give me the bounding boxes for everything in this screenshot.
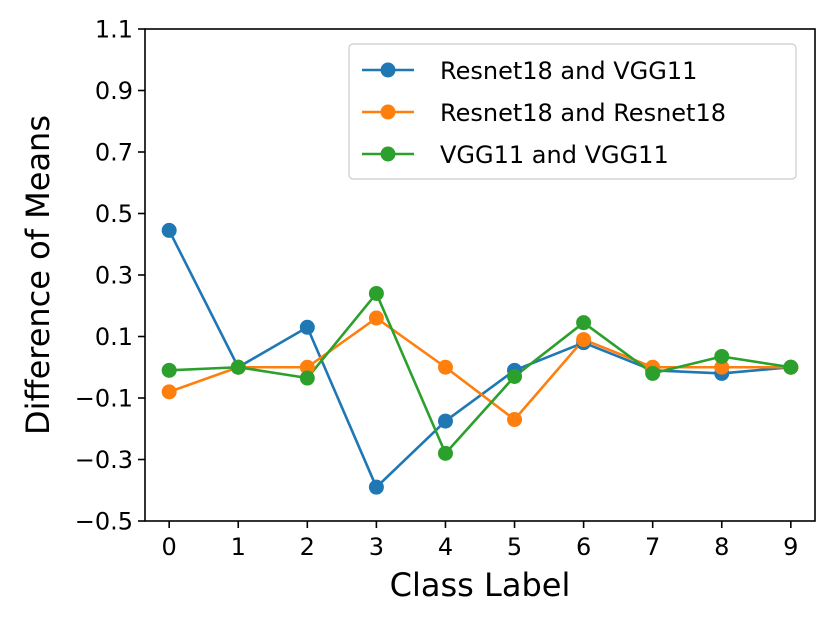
legend-label: Resnet18 and Resnet18: [440, 99, 726, 127]
x-axis-title: Class Label: [390, 566, 571, 604]
y-axis-title: Difference of Means: [19, 115, 57, 435]
legend-label: Resnet18 and VGG11: [440, 57, 697, 85]
y-tick-label: 1.1: [95, 16, 133, 44]
legend-marker: [380, 146, 396, 162]
y-tick-label: 0.9: [95, 77, 133, 105]
data-point: [368, 479, 384, 495]
x-tick-label: 0: [162, 533, 177, 561]
data-point: [299, 319, 315, 335]
legend-marker: [380, 62, 396, 78]
y-tick-label: −0.1: [75, 385, 133, 413]
data-point: [299, 370, 315, 386]
y-tick-label: −0.3: [75, 446, 133, 474]
data-point: [576, 332, 592, 348]
x-tick-label: 3: [369, 533, 384, 561]
data-point: [368, 285, 384, 301]
x-tick-label: 4: [438, 533, 453, 561]
data-point: [161, 362, 177, 378]
data-point: [161, 222, 177, 238]
y-axis: −0.5 −0.3 −0.1 0.1 0.3 0.5 0.7 0.9 1.1: [75, 16, 145, 536]
legend-box: [348, 43, 797, 180]
data-point: [507, 412, 523, 428]
x-tick-label: 8: [714, 533, 729, 561]
series-markers: [161, 222, 799, 495]
data-point: [230, 359, 246, 375]
data-point: [437, 445, 453, 461]
data-point: [437, 413, 453, 429]
data-point: [299, 359, 315, 375]
y-tick-label: 0.7: [95, 139, 133, 167]
y-tick-label: −0.5: [75, 508, 133, 536]
data-point: [645, 365, 661, 381]
y-tick-label: 0.1: [95, 323, 133, 351]
data-point: [576, 315, 592, 331]
x-axis: 0 1 2 3 4 5 6 7 8 9: [162, 521, 798, 561]
data-point: [507, 368, 523, 384]
series-line-2: [168, 316, 791, 421]
data-point: [161, 384, 177, 400]
y-tick-label: 0.3: [95, 262, 133, 290]
series-line-1: [168, 229, 791, 489]
data-point: [714, 348, 730, 364]
legend-marker: [380, 104, 396, 120]
series-lines: [168, 229, 792, 489]
data-point: [714, 359, 730, 375]
data-point: [368, 310, 384, 326]
x-tick-label: 7: [645, 533, 660, 561]
data-point: [783, 359, 799, 375]
y-tick-label: 0.5: [95, 200, 133, 228]
x-tick-label: 5: [507, 533, 522, 561]
series-line-3: [169, 292, 792, 455]
data-point: [437, 359, 453, 375]
x-tick-label: 2: [300, 533, 315, 561]
x-tick-label: 1: [231, 533, 246, 561]
x-tick-label: 6: [576, 533, 591, 561]
legend-label: VGG11 and VGG11: [440, 141, 669, 169]
x-tick-label: 9: [783, 533, 798, 561]
legend: Resnet18 and VGG11 Resnet18 and Resnet18 V…: [348, 43, 797, 180]
